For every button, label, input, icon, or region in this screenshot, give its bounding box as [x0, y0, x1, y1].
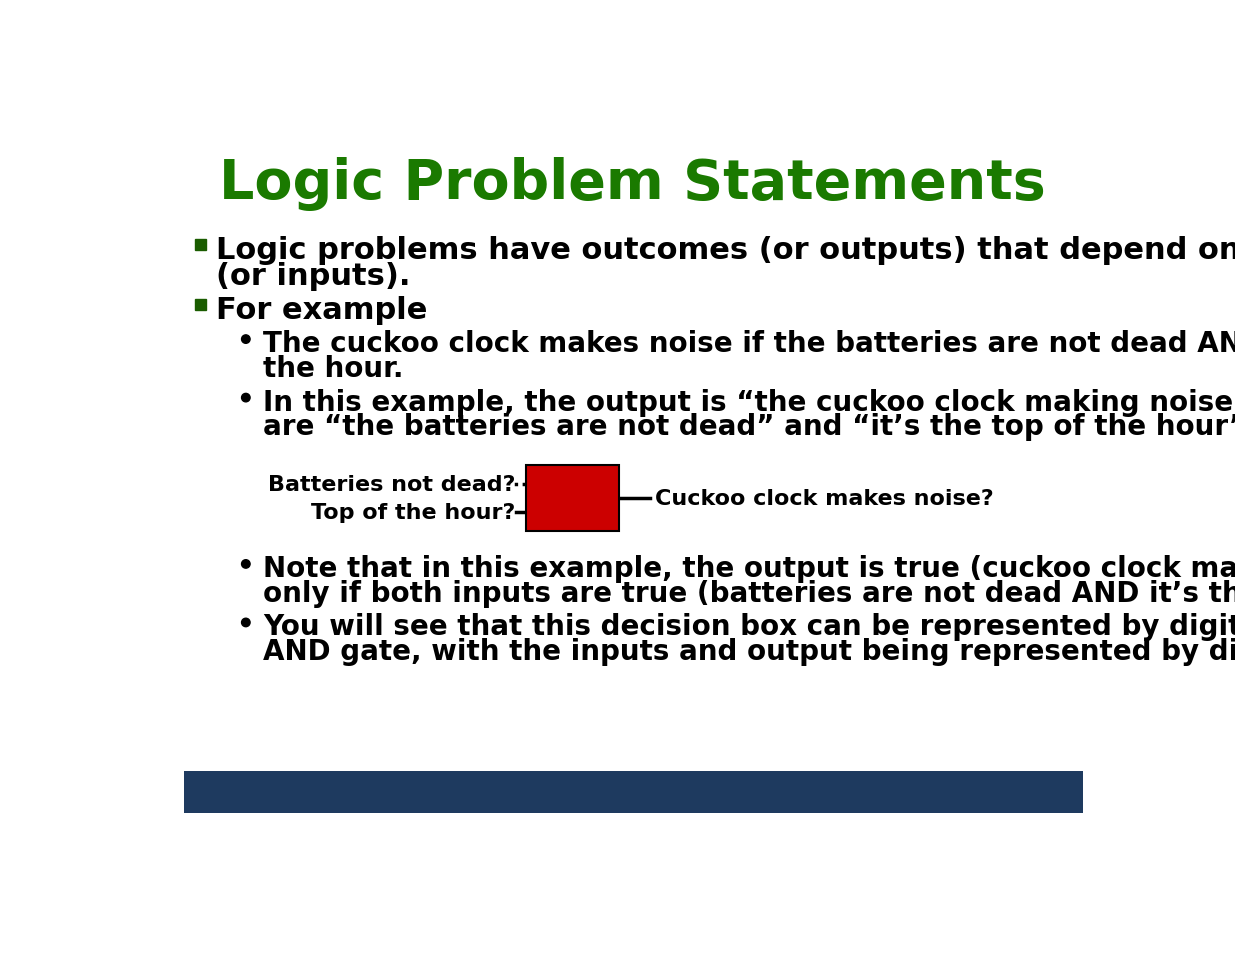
Text: Logic Problem Statements: Logic Problem Statements	[219, 156, 1046, 211]
Text: You can think of digital logic gates as decision boxes that solve logic problems: You can think of digital logic gates as …	[74, 781, 1191, 804]
Bar	[526, 466, 620, 531]
Text: the hour.: the hour.	[263, 355, 404, 382]
Text: For example: For example	[216, 295, 427, 325]
Text: In this example, the output is “the cuckoo clock making noise” and the inputs: In this example, the output is “the cuck…	[263, 388, 1235, 416]
Circle shape	[242, 618, 249, 627]
Circle shape	[242, 335, 249, 344]
Text: AND gate, with the inputs and output being represented by digital signals.: AND gate, with the inputs and output bei…	[263, 638, 1235, 665]
Text: You will see that this decision box can be represented by digital logic using an: You will see that this decision box can …	[263, 613, 1235, 640]
Bar	[195, 240, 205, 251]
Circle shape	[242, 560, 249, 569]
Bar	[195, 300, 205, 311]
Text: The cuckoo clock makes noise if the batteries are not dead AND it’s the top of: The cuckoo clock makes noise if the batt…	[263, 330, 1235, 357]
Text: (or inputs).: (or inputs).	[216, 262, 411, 291]
Text: Decision
Box: Decision Box	[516, 472, 630, 525]
Text: are “the batteries are not dead” and “it’s the top of the hour”.: are “the batteries are not dead” and “it…	[263, 413, 1235, 441]
Text: Logic problems have outcomes (or outputs) that depend on events: Logic problems have outcomes (or outputs…	[216, 236, 1235, 265]
Text: Batteries not dead?: Batteries not dead?	[268, 475, 515, 495]
Text: Top of the hour?: Top of the hour?	[311, 503, 515, 523]
Circle shape	[242, 394, 249, 402]
Text: Note that in this example, the output is true (cuckoo clock makes noise) if and: Note that in this example, the output is…	[263, 555, 1235, 582]
Bar	[184, 771, 1083, 813]
Text: Cuckoo clock makes noise?: Cuckoo clock makes noise?	[655, 489, 994, 509]
Text: only if both inputs are true (batteries are not dead AND it’s the top of the hou: only if both inputs are true (batteries …	[263, 579, 1235, 607]
